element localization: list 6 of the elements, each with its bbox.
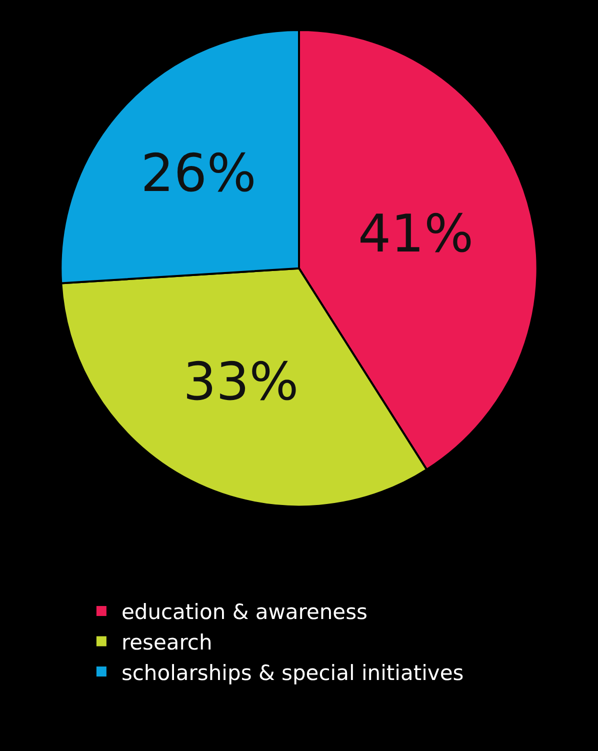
legend-label: education & awareness xyxy=(121,600,368,624)
data-label: 33% xyxy=(183,352,299,412)
legend-label: research xyxy=(121,630,212,654)
legend-label: scholarships & special initiatives xyxy=(121,660,464,685)
data-label: 41% xyxy=(358,204,474,264)
data-label: 26% xyxy=(140,144,256,204)
